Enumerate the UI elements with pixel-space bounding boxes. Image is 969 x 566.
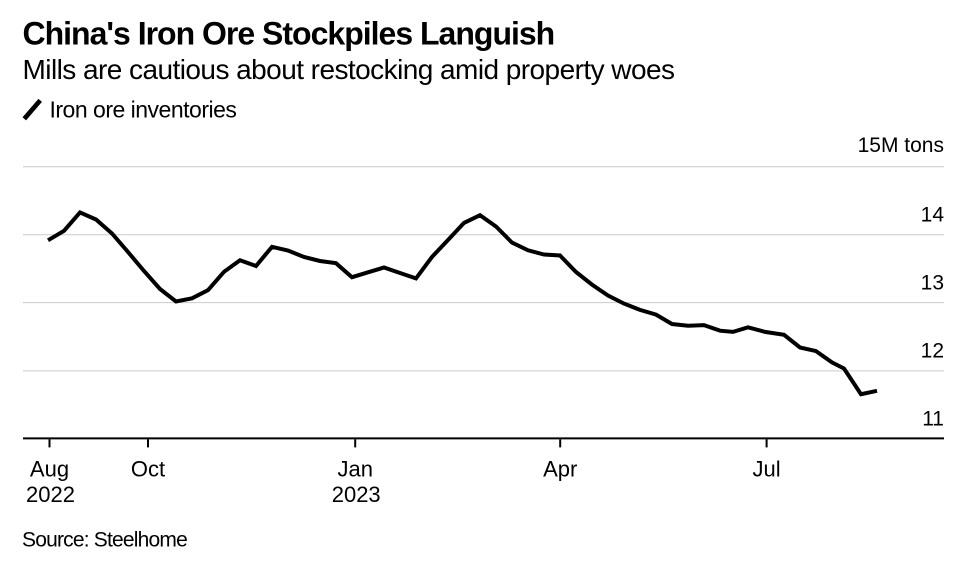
svg-text:Iron ore inventories: Iron ore inventories — [50, 97, 237, 123]
svg-text:Oct: Oct — [131, 456, 165, 481]
svg-text:Source: Steelhome: Source: Steelhome — [22, 528, 187, 551]
svg-text:15M tons: 15M tons — [858, 134, 944, 157]
svg-text:Jan: Jan — [337, 456, 372, 481]
svg-text:2022: 2022 — [26, 482, 75, 507]
svg-text:Aug: Aug — [30, 456, 69, 481]
svg-text:China's Iron Ore Stockpiles La: China's Iron Ore Stockpiles Languish — [23, 15, 555, 51]
svg-text:Jul: Jul — [753, 456, 781, 481]
svg-text:2023: 2023 — [332, 482, 381, 507]
svg-text:Mills are cautious about resto: Mills are cautious about restocking amid… — [23, 54, 675, 85]
svg-text:12: 12 — [921, 340, 944, 363]
svg-text:14: 14 — [921, 204, 945, 227]
svg-text:11: 11 — [922, 408, 944, 431]
svg-text:Apr: Apr — [543, 456, 577, 481]
svg-text:13: 13 — [921, 272, 944, 295]
